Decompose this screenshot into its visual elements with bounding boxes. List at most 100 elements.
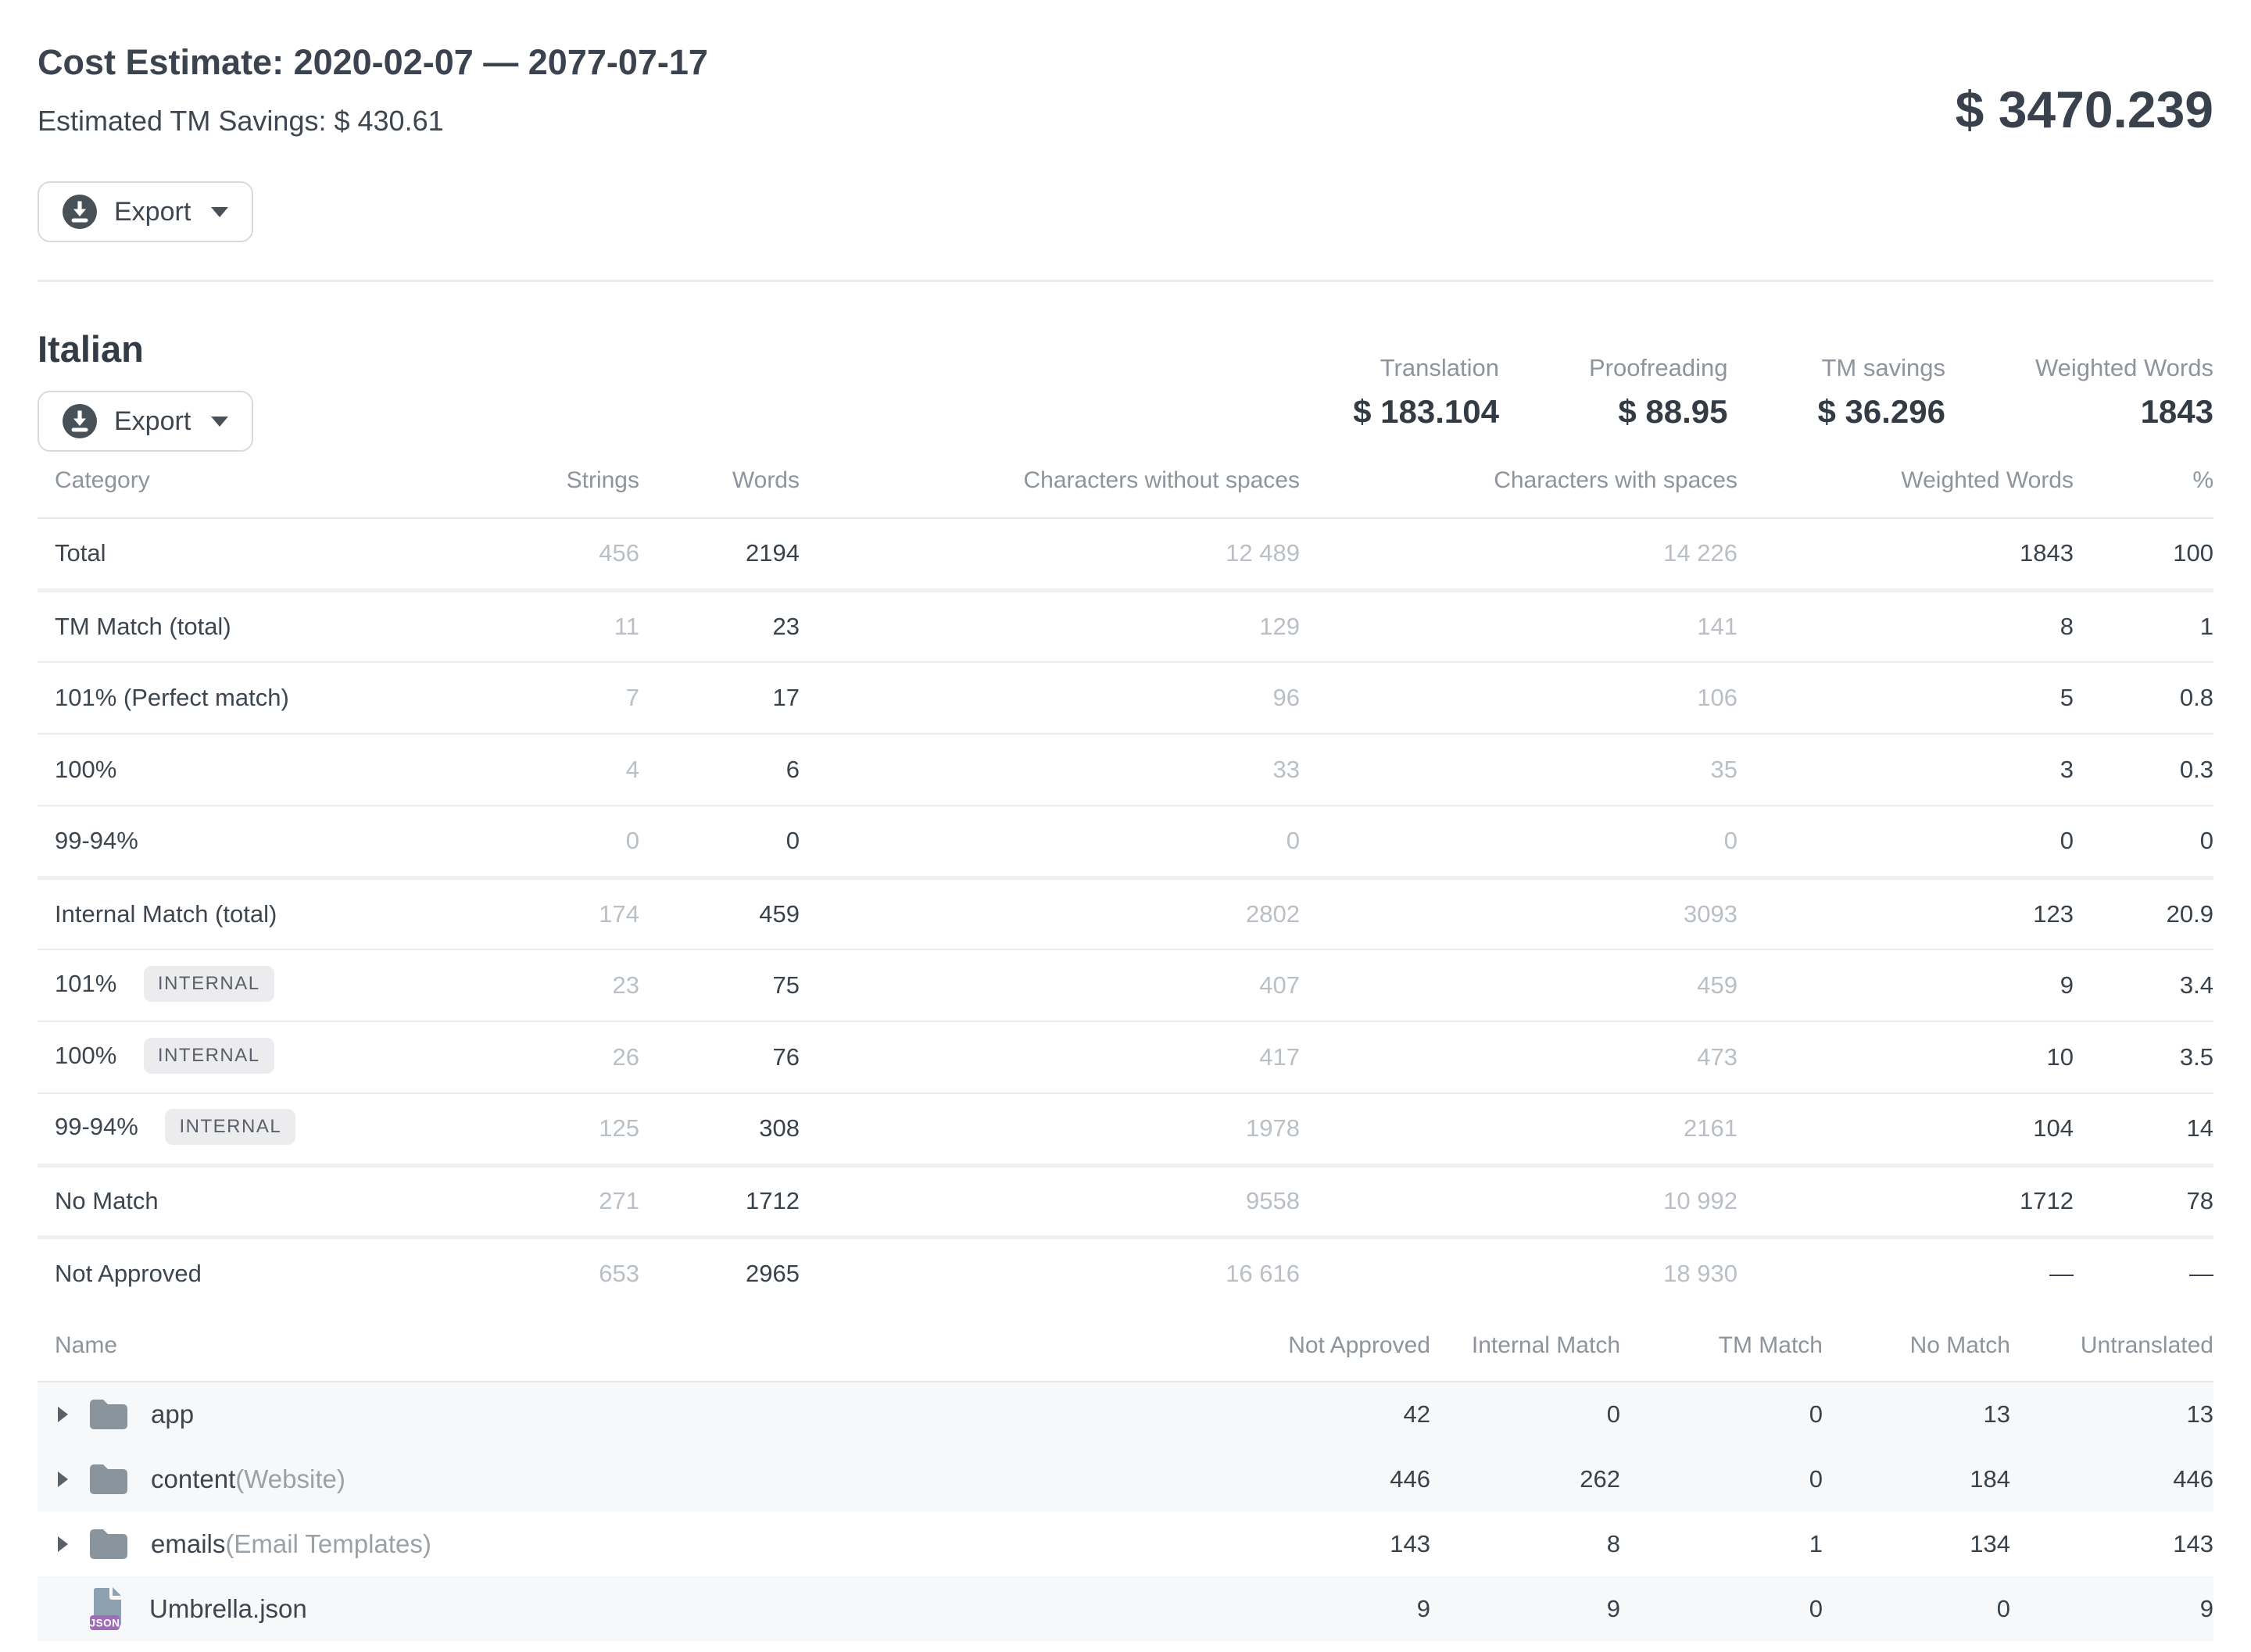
export-button[interactable]: Export (38, 181, 254, 242)
cost-table-row: TM Match (total) 11 23 129 141 8 1 (38, 588, 2213, 662)
file-name[interactable]: content (151, 1464, 236, 1493)
svg-text:JSON: JSON (90, 1617, 120, 1629)
col-words: Words (639, 467, 800, 519)
section-divider (38, 280, 2213, 282)
language-stat: Translation $ 183.104 (1353, 354, 1499, 431)
category-label: Total (55, 539, 106, 567)
weighted-words-value: 10 (1737, 1021, 2074, 1093)
strings-value: 7 (475, 661, 639, 734)
internal-match-value: 262 (1580, 1464, 1620, 1493)
file-name[interactable]: Umbrella.json (149, 1593, 307, 1623)
chars-with-value: 10 992 (1300, 1163, 1737, 1237)
words-value: 1712 (639, 1163, 800, 1237)
category-label: 101% (55, 970, 117, 998)
percent-value: 0 (2074, 805, 2213, 878)
chars-without-value: 16 616 (800, 1235, 1300, 1309)
chevron-down-icon (211, 416, 229, 427)
total-cost-value: $ 3470.239 (1955, 80, 2213, 138)
col-percent: % (2074, 467, 2213, 519)
words-value: 76 (639, 1021, 800, 1093)
words-value: 2194 (746, 539, 800, 567)
tm-match-value: 0 (1809, 1464, 1823, 1493)
col-chars-with-spaces: Characters with spaces (1300, 467, 1737, 519)
stat-label: Weighted Words (2034, 354, 2213, 381)
chars-without-value: 33 (800, 733, 1300, 806)
json-file-icon: JSON (88, 1586, 127, 1632)
expand-caret-icon[interactable] (58, 1407, 68, 1422)
cost-table-header-row: Category Strings Words Characters withou… (38, 467, 2213, 519)
internal-badge: INTERNAL (165, 1109, 296, 1146)
words-value: 2965 (639, 1235, 800, 1309)
words-value: 17 (639, 661, 800, 734)
file-row[interactable]: app 42 0 0 13 13 (38, 1382, 2213, 1446)
weighted-words-value: 1712 (1737, 1163, 2074, 1237)
chevron-down-icon (211, 206, 229, 217)
file-name-suffix: (Email Templates) (225, 1529, 431, 1558)
language-export-button[interactable]: Export (38, 391, 254, 452)
file-name[interactable]: app (151, 1400, 195, 1429)
chars-with-value: 14 226 (1663, 539, 1737, 567)
strings-value: 11 (475, 588, 639, 662)
not-approved-value: 9 (1416, 1594, 1430, 1622)
file-name[interactable]: emails (151, 1529, 226, 1558)
language-stat: TM savings $ 36.296 (1817, 354, 1945, 431)
untranslated-value: 143 (2173, 1529, 2213, 1557)
tm-match-value: 0 (1809, 1594, 1823, 1622)
file-row[interactable]: emails (Email Templates) 143 8 1 134 143 (38, 1511, 2213, 1576)
col-chars-without-spaces: Characters without spaces (800, 467, 1300, 519)
page-title: Cost Estimate: 2020-02-07 — 2077-07-17 (38, 42, 708, 82)
weighted-words-value: 123 (1737, 875, 2074, 949)
weighted-words-value: 1843 (2020, 539, 2074, 567)
percent-value: 1 (2074, 588, 2213, 662)
folder-icon (88, 1397, 129, 1432)
words-value: 6 (639, 733, 800, 806)
page-header: Cost Estimate: 2020-02-07 — 2077-07-17 E… (38, 42, 2213, 242)
words-value: 308 (639, 1092, 800, 1165)
cost-breakdown-table: Category Strings Words Characters withou… (38, 467, 2213, 1309)
chars-with-value: 459 (1300, 949, 1737, 1021)
percent-value: 20.9 (2074, 875, 2213, 949)
percent-value: 0.8 (2074, 661, 2213, 734)
chars-with-value: 35 (1300, 733, 1737, 806)
stat-value: $ 183.104 (1353, 393, 1499, 430)
cost-table-row: 101% (Perfect match) 7 17 96 106 5 0.8 (38, 661, 2213, 734)
col-category: Category (38, 467, 475, 519)
chars-with-value: 141 (1300, 588, 1737, 662)
expand-caret-icon[interactable] (58, 1471, 68, 1487)
untranslated-value: 13 (2186, 1400, 2213, 1428)
words-value: 0 (639, 805, 800, 878)
chars-with-value: 2161 (1300, 1092, 1737, 1165)
cost-table-row: Not Approved 653 2965 16 616 18 930 — — (38, 1235, 2213, 1309)
cost-table-row: 100% 4 6 33 35 3 0.3 (38, 733, 2213, 806)
weighted-words-value: 9 (1737, 949, 2074, 1021)
language-section-header: Italian Export Translation $ 183.104 Pro… (38, 327, 2213, 452)
file-row[interactable]: content (Website) 446 262 0 184 446 (38, 1446, 2213, 1511)
chars-without-value: 407 (800, 949, 1300, 1021)
category-label: 100% (55, 756, 117, 783)
weighted-words-value: 8 (1737, 588, 2074, 662)
no-match-value: 134 (1970, 1529, 2010, 1557)
export-button-label: Export (114, 196, 191, 227)
chars-without-value: 1978 (800, 1092, 1300, 1165)
language-title: Italian (38, 328, 144, 370)
strings-value: 23 (475, 949, 639, 1021)
percent-value: 3.5 (2074, 1021, 2213, 1093)
chars-with-value: 473 (1300, 1021, 1737, 1093)
chars-without-value: 12 489 (1226, 539, 1300, 567)
cost-table-row: No Match 271 1712 9558 10 992 1712 78 (38, 1163, 2213, 1237)
download-circle-icon (63, 195, 97, 229)
folder-icon (88, 1527, 129, 1561)
file-row[interactable]: JSON Umbrella.json 9 9 0 0 9 (38, 1576, 2213, 1641)
category-label: Internal Match (total) (55, 899, 277, 928)
not-approved-value: 143 (1390, 1529, 1430, 1557)
col-strings: Strings (475, 467, 639, 519)
category-label: 99-94% (55, 1113, 138, 1141)
category-label: 101% (Perfect match) (55, 684, 289, 711)
strings-value: 456 (599, 539, 639, 567)
expand-caret-icon[interactable] (58, 1536, 68, 1552)
strings-value: 26 (475, 1021, 639, 1093)
cost-table-row: 99-94% 0 0 0 0 0 0 (38, 805, 2213, 878)
weighted-words-value: 0 (1737, 805, 2074, 878)
weighted-words-value: 104 (1737, 1092, 2074, 1165)
strings-value: 125 (475, 1092, 639, 1165)
